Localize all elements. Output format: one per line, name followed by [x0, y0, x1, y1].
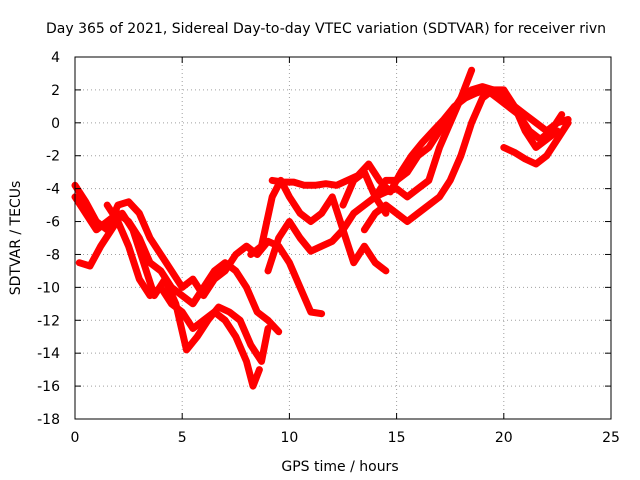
- y-tick-label: 0: [51, 116, 60, 132]
- y-tick-label: 2: [51, 83, 60, 99]
- y-tick-label: -6: [46, 215, 60, 231]
- y-axis-label: SDTVAR / TECUs: [8, 181, 24, 296]
- x-tick-label: 15: [388, 430, 406, 446]
- series-s4: [103, 201, 263, 390]
- series-layer: [71, 66, 572, 390]
- plot-frame: [74, 56, 612, 420]
- x-tick-label: 20: [495, 430, 513, 446]
- chart-title: Day 365 of 2021, Sidereal Day-to-day VTE…: [46, 21, 606, 37]
- y-tick-label: -10: [37, 280, 60, 296]
- series-s11: [500, 119, 572, 168]
- y-tick-label: -4: [46, 182, 60, 198]
- y-tick-label: -18: [37, 412, 60, 428]
- x-tick-label: 0: [71, 430, 80, 446]
- y-tick-label: 4: [51, 50, 60, 66]
- series-s10: [371, 66, 476, 201]
- y-tick-label: -8: [46, 247, 60, 263]
- y-tick-label: -14: [37, 346, 60, 362]
- series-s5: [247, 176, 390, 275]
- series-s9: [360, 86, 561, 234]
- series-s1: [71, 181, 326, 318]
- x-axis-label: GPS time / hours: [281, 459, 398, 475]
- y-tick-label: -12: [37, 313, 60, 329]
- x-tick-label: 5: [178, 430, 187, 446]
- x-tick-label: 25: [602, 430, 620, 446]
- y-tick-label: -16: [37, 379, 60, 395]
- series-s2: [71, 193, 283, 336]
- series-s6: [264, 193, 390, 275]
- y-tick-label: -2: [46, 149, 60, 165]
- x-tick-label: 10: [280, 430, 298, 446]
